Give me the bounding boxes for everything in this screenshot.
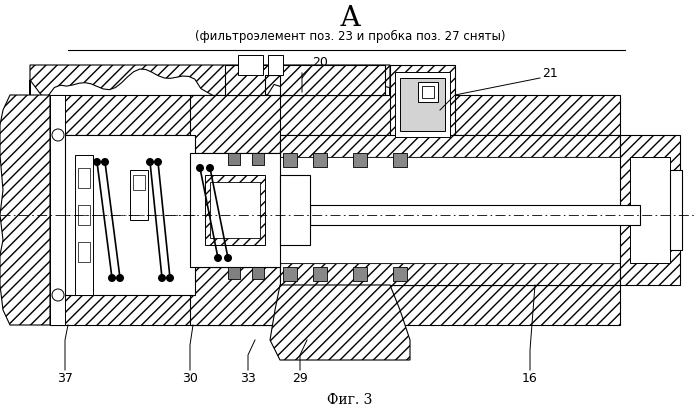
Bar (393, 267, 407, 281)
Text: 21: 21 (542, 67, 558, 79)
Bar (190, 153, 280, 267)
Polygon shape (30, 65, 390, 103)
Bar (418, 82, 438, 102)
Bar (313, 267, 327, 281)
Bar (280, 263, 620, 285)
Bar (283, 153, 297, 167)
Circle shape (166, 275, 173, 282)
Bar (630, 157, 670, 263)
Bar (190, 267, 280, 325)
Polygon shape (0, 95, 50, 325)
Bar (280, 175, 310, 245)
Circle shape (159, 275, 166, 282)
Circle shape (154, 159, 161, 166)
Circle shape (94, 159, 101, 166)
Circle shape (117, 275, 124, 282)
Bar (210, 182, 260, 238)
Bar (400, 78, 445, 131)
Circle shape (108, 275, 115, 282)
Bar (280, 157, 620, 263)
Circle shape (215, 254, 222, 261)
Bar (228, 153, 240, 165)
Text: Фиг. 3: Фиг. 3 (327, 393, 373, 407)
Text: 37: 37 (57, 372, 73, 385)
Circle shape (52, 129, 64, 141)
Bar (670, 170, 682, 250)
Bar (252, 153, 264, 165)
Bar (238, 55, 263, 75)
Text: (фильтроэлемент поз. 23 и пробка поз. 27 сняты): (фильтроэлемент поз. 23 и пробка поз. 27… (195, 30, 505, 43)
Bar (310, 205, 640, 225)
Polygon shape (225, 65, 385, 95)
Bar (353, 267, 367, 281)
Circle shape (224, 254, 231, 261)
Bar (205, 175, 265, 245)
Bar (78, 205, 90, 225)
Text: 20: 20 (312, 55, 328, 69)
Bar (313, 153, 327, 167)
Bar (133, 175, 145, 190)
Circle shape (147, 159, 154, 166)
Text: А: А (340, 5, 361, 32)
Text: 29: 29 (292, 372, 308, 385)
Bar (620, 135, 680, 285)
Bar (283, 267, 297, 281)
Circle shape (101, 159, 108, 166)
Circle shape (206, 164, 213, 171)
Bar (50, 95, 620, 135)
Bar (390, 65, 455, 145)
Text: 16: 16 (522, 372, 538, 385)
Bar (50, 95, 65, 325)
Bar (228, 267, 240, 279)
Bar (78, 242, 90, 262)
Bar (130, 170, 148, 220)
Bar (422, 86, 434, 98)
Bar (252, 267, 264, 279)
Bar (268, 55, 283, 75)
Circle shape (52, 289, 64, 301)
Polygon shape (270, 285, 410, 360)
Text: 33: 33 (240, 372, 256, 385)
Bar (190, 95, 280, 153)
Bar (395, 72, 450, 137)
Bar (65, 135, 195, 295)
Bar (50, 285, 620, 325)
Text: 30: 30 (182, 372, 198, 385)
Bar (280, 135, 620, 157)
Bar (393, 153, 407, 167)
Bar (75, 155, 93, 295)
Bar (78, 168, 90, 188)
Circle shape (196, 164, 203, 171)
Bar (353, 153, 367, 167)
